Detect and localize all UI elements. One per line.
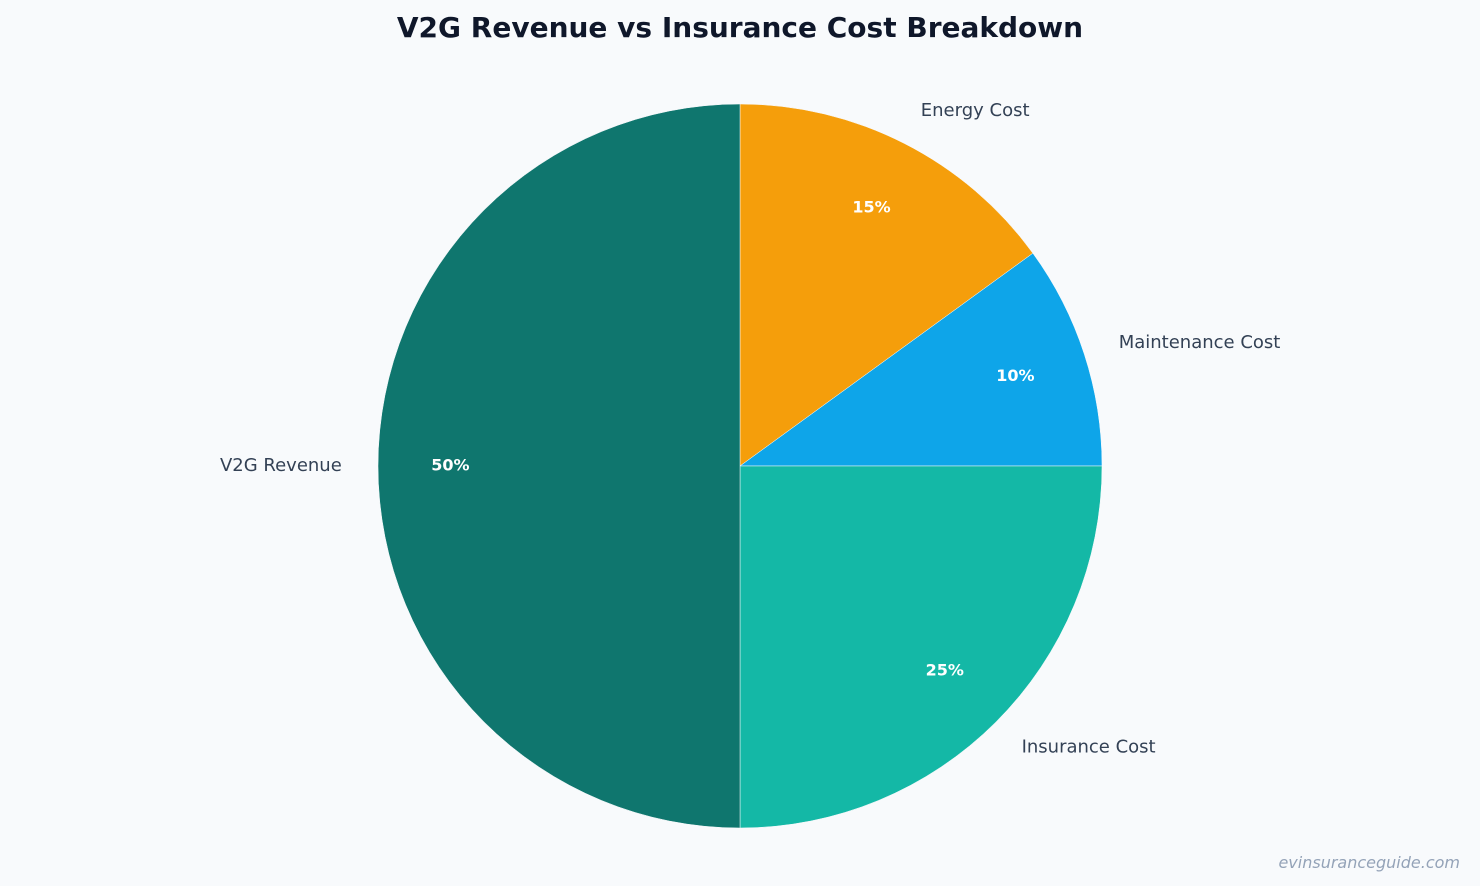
pie-slice-v2g-revenue [377, 103, 741, 829]
pie-slice-insurance-cost [739, 465, 1103, 829]
pct-label: 10% [996, 366, 1034, 385]
pct-label: 15% [852, 197, 890, 216]
pie-slice-energy-cost [739, 103, 1034, 467]
pct-label: 50% [431, 456, 469, 475]
pct-label: 25% [926, 660, 964, 679]
pie-slices [377, 103, 1103, 829]
pie-labels: 15% Energy Cost 10% Maintenance Cost 25% Insu… [220, 100, 1280, 757]
slice-label: Maintenance Cost [1119, 332, 1281, 353]
slice-label: Insurance Cost [1022, 737, 1156, 758]
pie-slice-maintenance-cost [739, 252, 1103, 467]
watermark: evinsuranceguide.com [1278, 853, 1460, 872]
chart-title: V2G Revenue vs Insurance Cost Breakdown [397, 11, 1083, 44]
slice-label: Energy Cost [921, 100, 1030, 121]
slice-label: V2G Revenue [220, 455, 342, 476]
